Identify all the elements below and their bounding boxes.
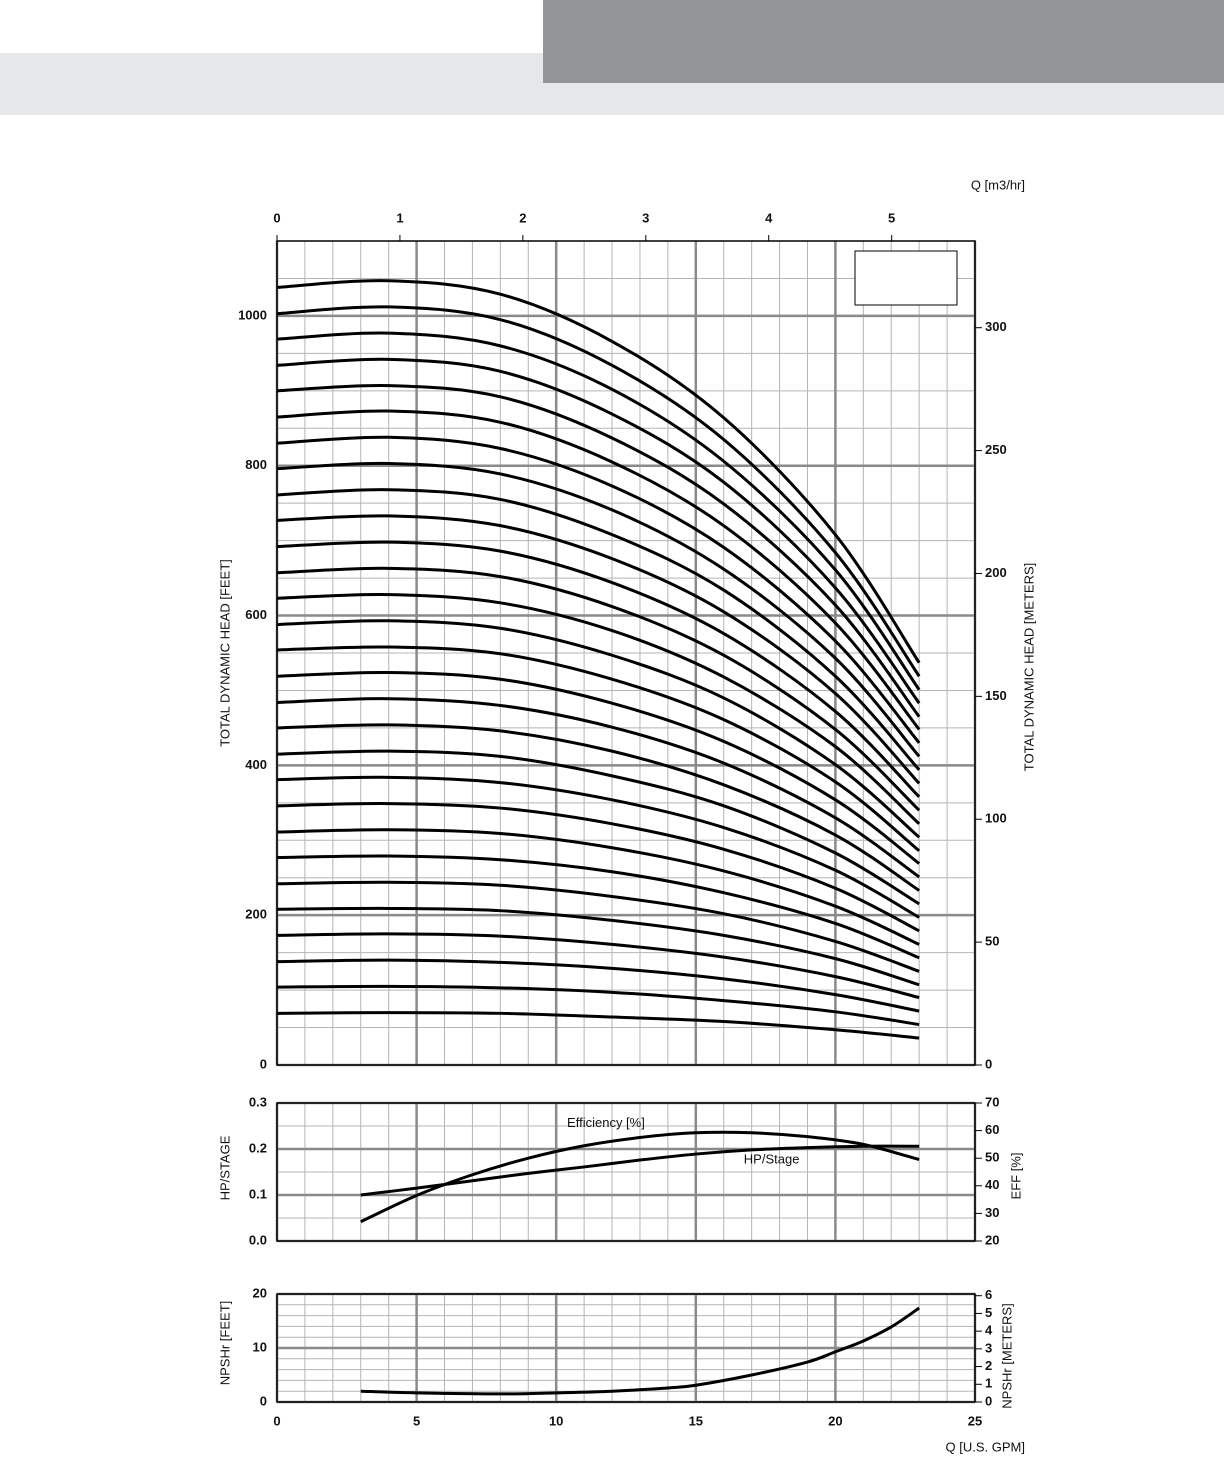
y-tick-label: 10: [253, 1339, 267, 1354]
curve: [276, 619, 921, 839]
curve: [276, 383, 921, 718]
y-tick-label: 0.1: [249, 1186, 267, 1201]
curve: [276, 488, 921, 771]
y-tick-label: 600: [245, 607, 267, 622]
curve: [276, 331, 921, 691]
plot-border: [276, 240, 976, 1066]
y-tick-label: 0: [260, 1393, 267, 1408]
curve: [276, 880, 920, 973]
curve: [276, 828, 920, 946]
x2-tick-label: 3: [642, 210, 649, 225]
curve: [276, 357, 921, 705]
x-tick-label: 5: [413, 1413, 420, 1428]
note-box: [854, 250, 958, 306]
curve: [360, 1144, 920, 1197]
y2-tick-label: 5: [985, 1305, 992, 1320]
curve: [276, 932, 920, 1000]
y2-tick-label: 3: [985, 1340, 992, 1355]
y-tick-label: 0.0: [249, 1232, 267, 1247]
x2-tick-label: 4: [765, 210, 773, 225]
x2-tick-label: 5: [888, 210, 895, 225]
y-tick-label: 0: [260, 1056, 267, 1071]
curve: [276, 723, 920, 892]
curve: [276, 775, 920, 919]
y2-tick-label: 150: [985, 688, 1007, 703]
x-tick-label: 10: [549, 1413, 563, 1428]
curve: [276, 958, 920, 1013]
curve: [276, 854, 920, 960]
y2-tick-label: 0: [985, 1393, 992, 1408]
y2-axis-title: EFF [%]: [1008, 1153, 1023, 1200]
curve: [276, 645, 921, 852]
y2-tick-label: 50: [985, 1150, 999, 1165]
curve: [276, 279, 921, 664]
y2-tick-label: 60: [985, 1122, 999, 1137]
curve: [276, 984, 920, 1027]
curve: [276, 906, 920, 987]
x-tick-label: 25: [968, 1413, 982, 1428]
curve: [276, 409, 921, 731]
curve: [276, 670, 921, 865]
y-axis-title: NPSHr [FEET]: [217, 1301, 232, 1386]
x2-axis-title: Q [m3/hr]: [971, 177, 1025, 192]
curve: [276, 305, 921, 678]
plot-border: [276, 1293, 976, 1403]
curve: [276, 435, 921, 744]
curve: [276, 566, 921, 812]
header-bar: [543, 0, 1224, 83]
x-tick-label: 20: [828, 1413, 842, 1428]
y-tick-label: 20: [253, 1285, 267, 1300]
curve: [360, 1130, 920, 1224]
curve: [276, 540, 921, 798]
curve: [276, 1011, 920, 1040]
y-axis-title: TOTAL DYNAMIC HEAD [FEET]: [217, 559, 232, 747]
y2-tick-label: 1: [985, 1376, 992, 1391]
y-tick-label: 1000: [238, 307, 267, 322]
y-tick-label: 800: [245, 457, 267, 472]
y2-tick-label: 6: [985, 1287, 992, 1302]
x-axis-title: Q [U.S. GPM]: [946, 1439, 1025, 1454]
y2-axis-title: NPSHr [METERS]: [999, 1303, 1014, 1408]
plot-border: [276, 1102, 976, 1242]
series-label: Efficiency [%]: [567, 1115, 645, 1130]
y2-axis-title: TOTAL DYNAMIC HEAD [METERS]: [1021, 563, 1036, 772]
y2-tick-label: 300: [985, 319, 1007, 334]
y2-tick-label: 200: [985, 565, 1007, 580]
curve: [276, 592, 921, 825]
y2-tick-label: 250: [985, 442, 1007, 457]
x-tick-label: 0: [273, 1413, 280, 1428]
curve: [276, 749, 920, 906]
x2-tick-label: 1: [396, 210, 403, 225]
curve: [276, 697, 921, 879]
y2-tick-label: 50: [985, 934, 999, 949]
series-label: HP/Stage: [744, 1151, 800, 1166]
x-tick-label: 15: [689, 1413, 703, 1428]
y-tick-label: 0.3: [249, 1094, 267, 1109]
y2-tick-label: 100: [985, 811, 1007, 826]
y2-tick-label: 40: [985, 1177, 999, 1192]
y-tick-label: 0.2: [249, 1140, 267, 1155]
y-tick-label: 400: [245, 757, 267, 772]
curve: [360, 1306, 921, 1396]
curve: [276, 802, 920, 933]
y-axis-title: HP/STAGE: [217, 1135, 232, 1200]
y2-tick-label: 2: [985, 1358, 992, 1373]
y2-tick-label: 70: [985, 1094, 999, 1109]
y-tick-label: 200: [245, 907, 267, 922]
y2-tick-label: 30: [985, 1205, 999, 1220]
curve: [276, 461, 921, 758]
x2-tick-label: 0: [273, 210, 280, 225]
y2-tick-label: 4: [985, 1323, 993, 1338]
y2-tick-label: 0: [985, 1056, 992, 1071]
y2-tick-label: 20: [985, 1232, 999, 1247]
curve: [276, 514, 921, 785]
x2-tick-label: 2: [519, 210, 526, 225]
